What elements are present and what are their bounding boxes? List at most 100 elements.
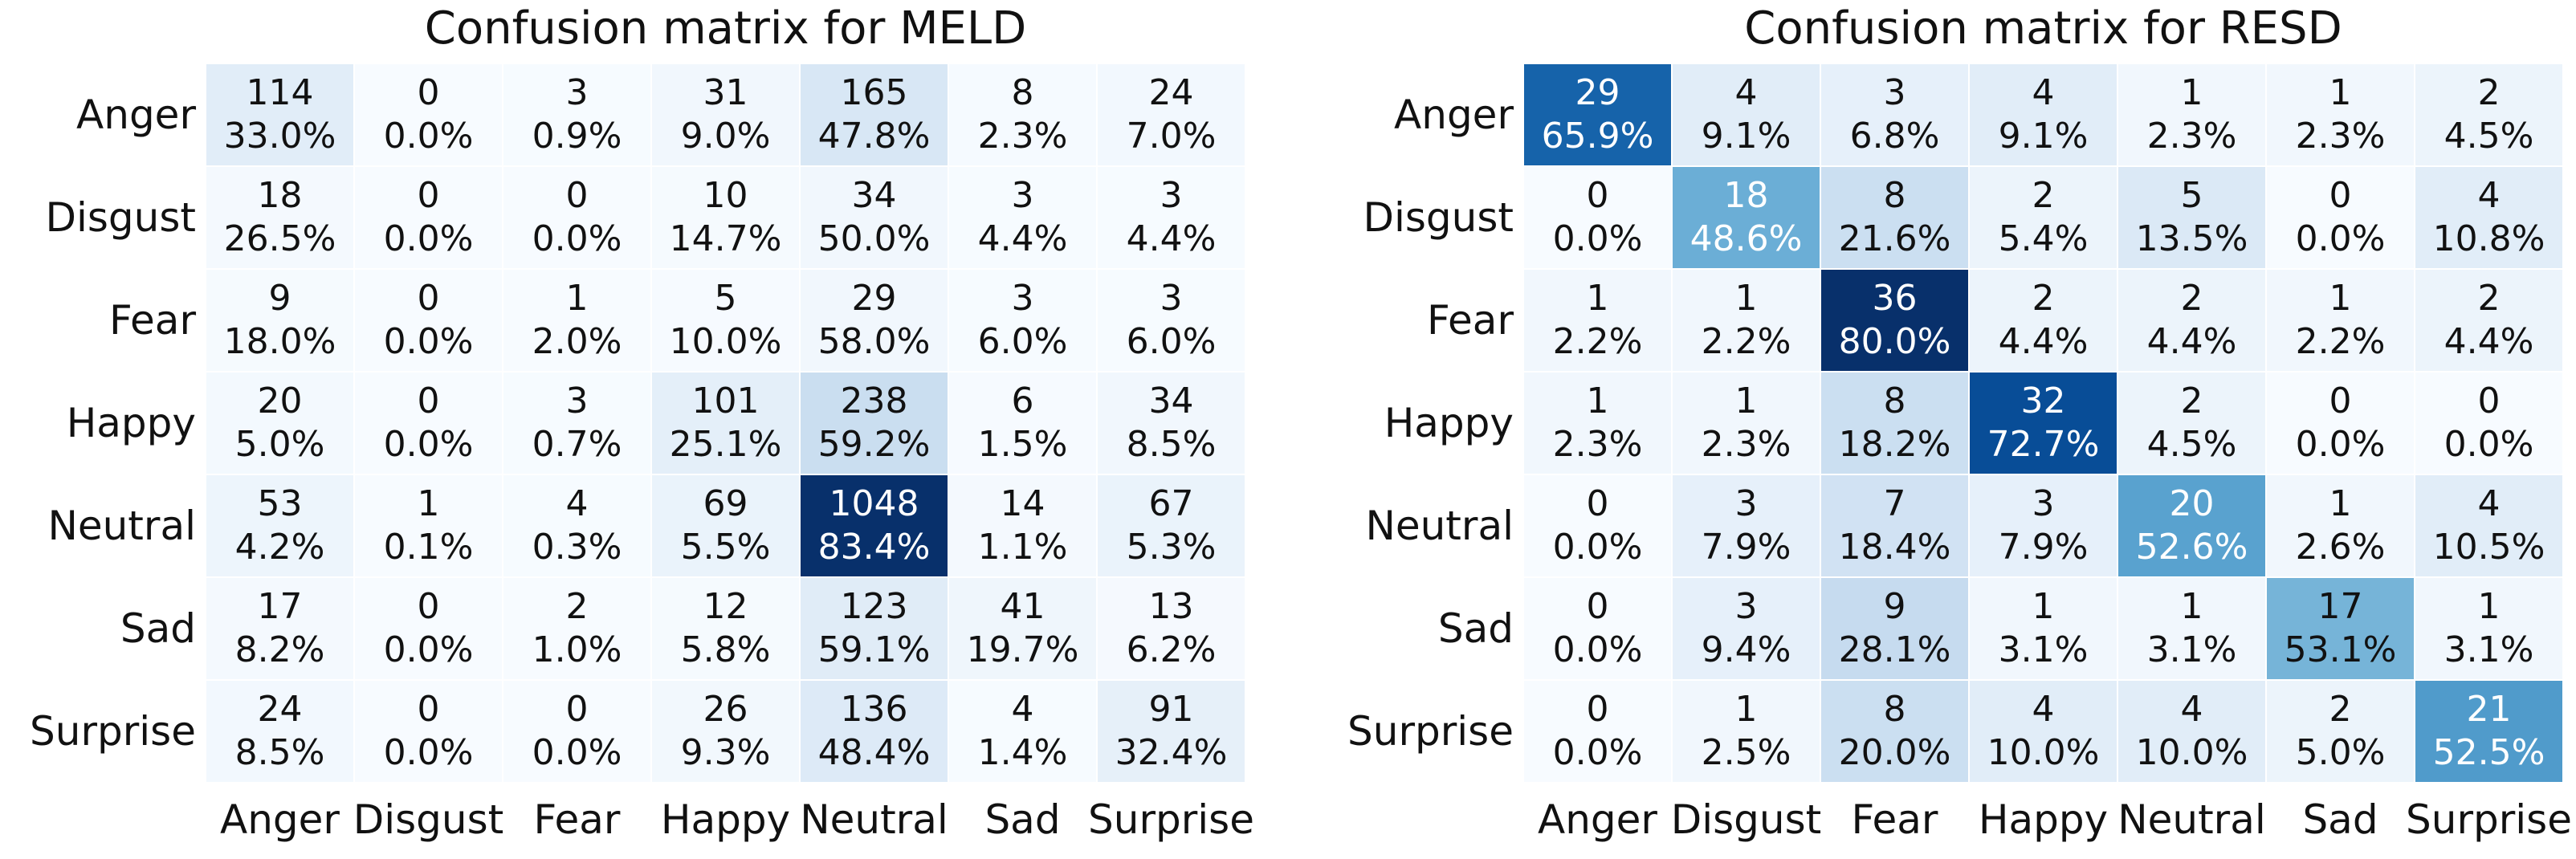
- cell-count: 6: [1011, 381, 1034, 422]
- matrix-cell-r6c5: 4 1.4%: [948, 680, 1097, 783]
- cell-count: 20: [2169, 483, 2215, 525]
- col-label-sad: Sad: [984, 796, 1061, 843]
- cell-count: 4: [1734, 72, 1758, 114]
- cell-percent: 52.5%: [2432, 732, 2545, 773]
- cell-count: 0: [417, 278, 440, 320]
- cell-count: 9: [268, 278, 291, 320]
- cell-count: 4: [2032, 72, 2055, 114]
- matrix-cell-r6c3: 4 10.0%: [1969, 680, 2117, 783]
- matrix-cell-r4c2: 7 18.4%: [1820, 474, 1969, 577]
- cell-percent: 0.0%: [383, 732, 474, 773]
- cell-percent: 0.0%: [383, 424, 474, 465]
- cell-count: 136: [840, 689, 908, 731]
- matrix-cell-r5c6: 1 3.1%: [2415, 577, 2563, 680]
- col-label-disgust: Disgust: [1670, 796, 1822, 843]
- row-label-anger: Anger: [76, 92, 196, 138]
- cell-count: 3: [1160, 278, 1183, 320]
- matrix-cell-r3c0: 1 2.3%: [1523, 372, 1672, 474]
- cell-count: 32: [2020, 381, 2066, 422]
- cell-percent: 0.3%: [532, 527, 622, 568]
- matrix-cell-r3c1: 0 0.0%: [354, 372, 503, 474]
- row-label-neutral: Neutral: [47, 503, 196, 549]
- matrix-cell-r6c0: 24 8.5%: [206, 680, 354, 783]
- cell-count: 2: [2477, 72, 2501, 114]
- cell-percent: 6.2%: [1126, 629, 1217, 670]
- cell-count: 4: [1011, 689, 1034, 731]
- cell-count: 8: [1011, 72, 1034, 114]
- cell-percent: 20.0%: [1838, 732, 1951, 773]
- cell-percent: 2.2%: [2295, 321, 2386, 362]
- cell-percent: 48.4%: [817, 732, 931, 773]
- cell-count: 18: [257, 175, 303, 217]
- cell-percent: 2.3%: [1552, 424, 1643, 465]
- matrix-cell-r0c1: 0 0.0%: [354, 63, 503, 166]
- matrix-cell-r2c5: 1 2.2%: [2266, 269, 2415, 372]
- matrix-cell-r6c6: 21 52.5%: [2415, 680, 2563, 783]
- matrix-cell-r6c5: 2 5.0%: [2266, 680, 2415, 783]
- matrix-cell-r0c4: 165 47.8%: [800, 63, 948, 166]
- y-axis-labels-resd: Anger Disgust Fear Happy Neutral Sad Surprise: [1318, 63, 1514, 783]
- cell-percent: 0.0%: [383, 629, 474, 670]
- matrix-cell-r4c3: 69 5.5%: [651, 474, 800, 577]
- cell-count: 123: [840, 586, 908, 628]
- row-label-happy: Happy: [1384, 400, 1514, 446]
- cell-percent: 4.4%: [1126, 218, 1217, 259]
- heatmap-grid-meld: 114 33.0% 0 0.0% 3 0.9% 31 9.0% 165 47.8% 8 2.3% 24 7…: [206, 63, 1245, 783]
- matrix-cell-r0c0: 29 65.9%: [1523, 63, 1672, 166]
- matrix-cell-r0c5: 1 2.3%: [2266, 63, 2415, 166]
- cell-percent: 3.1%: [2146, 629, 2237, 670]
- cell-percent: 7.0%: [1126, 116, 1217, 157]
- matrix-cell-r6c2: 0 0.0%: [503, 680, 651, 783]
- cell-count: 5: [714, 278, 737, 320]
- matrix-cell-r1c2: 0 0.0%: [503, 166, 651, 269]
- matrix-cell-r0c3: 4 9.1%: [1969, 63, 2117, 166]
- row-label-sad: Sad: [120, 605, 196, 652]
- matrix-cell-r0c2: 3 0.9%: [503, 63, 651, 166]
- cell-count: 3: [1734, 586, 1758, 628]
- col-label-anger: Anger: [220, 796, 340, 843]
- cell-count: 29: [1575, 72, 1620, 114]
- cell-percent: 9.3%: [680, 732, 771, 773]
- cell-count: 1: [2032, 586, 2055, 628]
- matrix-cell-r5c6: 13 6.2%: [1097, 577, 1245, 680]
- matrix-cell-r6c4: 136 48.4%: [800, 680, 948, 783]
- cell-percent: 0.0%: [1552, 629, 1643, 670]
- cell-count: 4: [2032, 689, 2055, 731]
- cell-count: 34: [1148, 381, 1194, 422]
- matrix-cell-r1c4: 34 50.0%: [800, 166, 948, 269]
- matrix-cell-r1c3: 10 14.7%: [651, 166, 800, 269]
- matrix-cell-r6c2: 8 20.0%: [1820, 680, 1969, 783]
- matrix-cell-r4c0: 0 0.0%: [1523, 474, 1672, 577]
- matrix-cell-r2c4: 2 4.4%: [2117, 269, 2266, 372]
- cell-percent: 58.0%: [817, 321, 931, 362]
- cell-count: 0: [417, 381, 440, 422]
- matrix-cell-r1c2: 8 21.6%: [1820, 166, 1969, 269]
- col-label-disgust: Disgust: [353, 796, 504, 843]
- cell-count: 0: [1586, 586, 1609, 628]
- col-label-anger: Anger: [1538, 796, 1657, 843]
- cell-percent: 2.0%: [532, 321, 622, 362]
- matrix-cell-r5c5: 17 53.1%: [2266, 577, 2415, 680]
- cell-percent: 6.8%: [1849, 116, 1940, 157]
- cell-count: 0: [565, 175, 589, 217]
- cell-count: 3: [2032, 483, 2055, 525]
- matrix-cell-r2c6: 3 6.0%: [1097, 269, 1245, 372]
- cell-percent: 4.5%: [2146, 424, 2237, 465]
- cell-percent: 53.1%: [2284, 629, 2397, 670]
- matrix-cell-r2c5: 3 6.0%: [948, 269, 1097, 372]
- cell-count: 9: [1883, 586, 1906, 628]
- cell-percent: 8.2%: [234, 629, 325, 670]
- cell-count: 4: [565, 483, 589, 525]
- matrix-cell-r0c2: 3 6.8%: [1820, 63, 1969, 166]
- cell-percent: 50.0%: [817, 218, 931, 259]
- cell-count: 5: [2180, 175, 2203, 217]
- cell-percent: 25.1%: [669, 424, 782, 465]
- matrix-cell-r1c1: 0 0.0%: [354, 166, 503, 269]
- matrix-cell-r4c5: 14 1.1%: [948, 474, 1097, 577]
- matrix-cell-r3c6: 0 0.0%: [2415, 372, 2563, 474]
- cell-percent: 13.5%: [2135, 218, 2248, 259]
- cell-count: 1: [2329, 278, 2352, 320]
- matrix-cell-r4c4: 20 52.6%: [2117, 474, 2266, 577]
- cell-count: 69: [703, 483, 748, 525]
- cell-count: 2: [2032, 175, 2055, 217]
